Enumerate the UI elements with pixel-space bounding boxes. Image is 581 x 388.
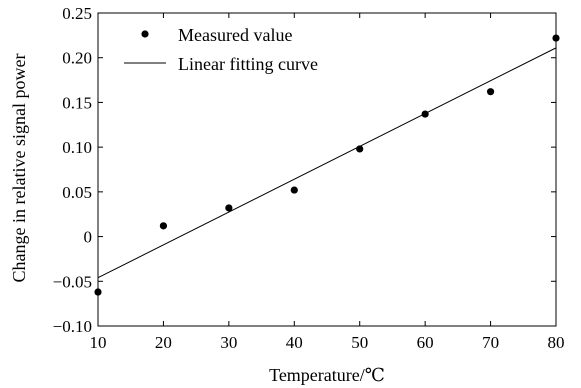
measured-point [290, 186, 298, 194]
legend-label-measured-value: Measured value [178, 25, 292, 45]
x-tick-label: 80 [548, 333, 565, 352]
y-tick-label: 0.25 [62, 4, 92, 23]
y-tick-label: 0.05 [62, 183, 92, 202]
legend-marker-measured-value [141, 30, 149, 38]
y-tick-label: 0.10 [62, 138, 92, 157]
measured-point [94, 288, 102, 296]
y-tick-label: 0.15 [62, 93, 92, 112]
y-tick-label: 0.20 [62, 49, 92, 68]
x-tick-label: 60 [417, 333, 434, 352]
measured-point [356, 145, 364, 153]
x-tick-label: 30 [220, 333, 237, 352]
x-tick-label: 70 [482, 333, 499, 352]
measured-point [486, 88, 495, 96]
y-tick-label: −0.10 [53, 317, 92, 336]
y-axis-title: Change in relative signal power [9, 54, 29, 283]
y-tick-label: 0 [84, 228, 93, 247]
x-axis-title: Temperature/℃ [269, 365, 385, 385]
x-tick-label: 50 [351, 333, 368, 352]
linear-fitting-curve [97, 47, 557, 279]
x-tick-label: 40 [286, 333, 303, 352]
measured-point [421, 110, 429, 118]
plot-area [97, 12, 557, 327]
measured-point [552, 34, 560, 42]
plot-frame [97, 12, 557, 327]
y-tick-label: −0.05 [53, 272, 92, 291]
axis-ticks: 10 20 30 40 50 60 70 80 −0.10 −0.05 0 0.05 0.10 0.15 0… [53, 4, 565, 352]
x-tick-label: 20 [155, 333, 172, 352]
x-tick-label: 10 [90, 333, 107, 352]
measured-point [159, 222, 168, 230]
data-series [94, 34, 560, 296]
legend: Measured value Linear fitting curve [124, 25, 318, 74]
legend-label-linear-fitting-curve: Linear fitting curve [178, 54, 318, 74]
measured-point [225, 204, 233, 212]
